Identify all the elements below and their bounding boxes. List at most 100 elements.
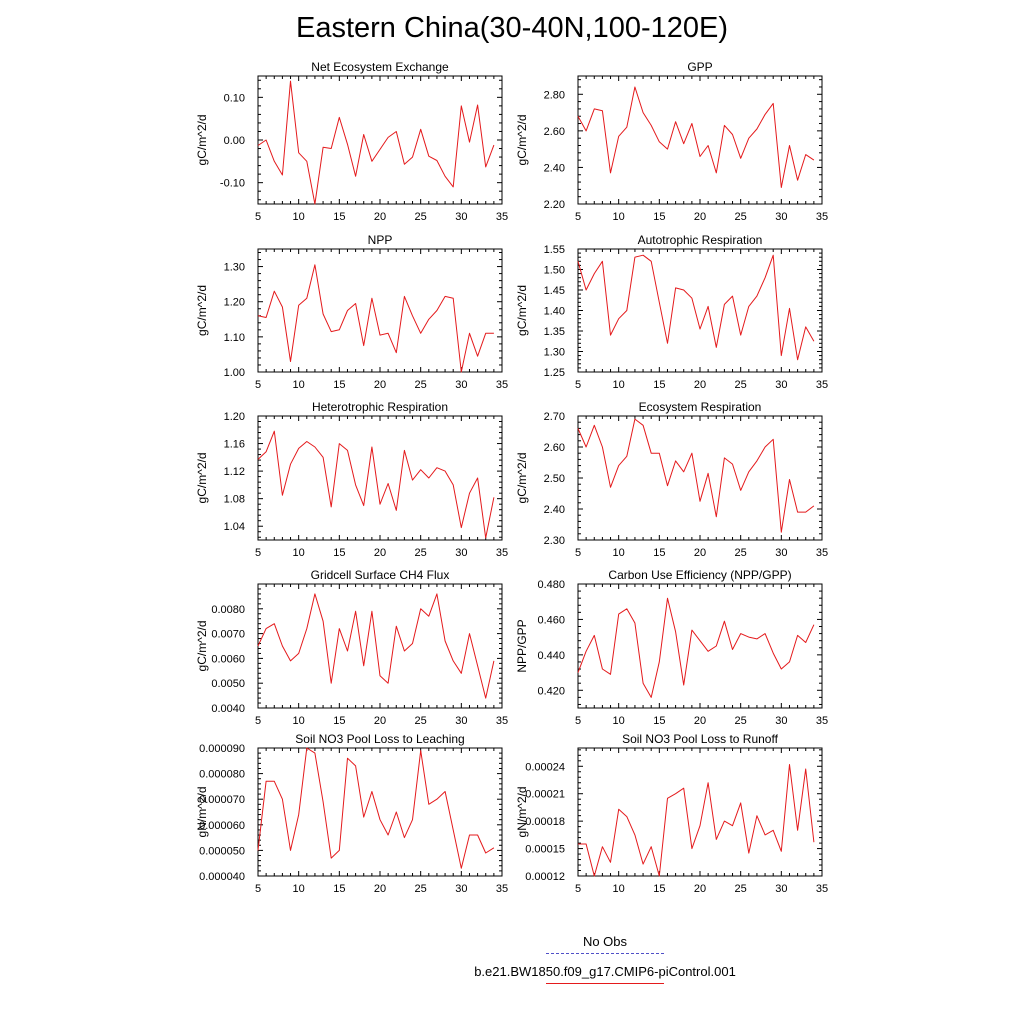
y-tick-label: 0.0050	[211, 678, 245, 690]
y-tick-label: 1.20	[224, 411, 245, 423]
y-tick-label: 2.50	[544, 473, 565, 485]
chart-panel-2: NPP gC/m^2/d 5 10 15 20 25 30 35 1.00 1.10 1.20 1.30	[195, 233, 508, 391]
y-tick-label: 0.00018	[525, 816, 565, 828]
y-tick-label: 1.25	[544, 367, 565, 379]
y-tick-label: 1.12	[224, 466, 245, 478]
panel-title: Heterotrophic Respiration	[312, 400, 448, 414]
series-line	[577, 597, 815, 698]
x-tick-label: 35	[496, 883, 508, 895]
series-line	[577, 254, 815, 361]
y-tick-label: 0.420	[537, 685, 565, 697]
x-tick-label: 20	[374, 883, 386, 895]
y-tick-label: 1.00	[224, 367, 245, 379]
x-tick-label: 25	[735, 547, 747, 559]
x-tick-label: 25	[735, 883, 747, 895]
x-tick-label: 25	[735, 379, 747, 391]
y-tick-label: 1.10	[224, 332, 245, 344]
y-tick-label: 0.000050	[199, 845, 245, 857]
x-tick-label: 35	[496, 715, 508, 727]
y-axis-label: gN/m^2/d	[515, 787, 529, 838]
y-axis-label: gN/m^2/d	[195, 787, 209, 838]
y-tick-label: 0.00024	[525, 761, 565, 773]
x-tick-label: 5	[575, 211, 581, 223]
y-tick-label: 0.00012	[525, 871, 565, 883]
y-tick-label: 0.10	[224, 92, 245, 104]
x-tick-label: 10	[613, 547, 625, 559]
series-line	[257, 264, 494, 373]
y-tick-label: 0.00021	[525, 789, 565, 801]
y-tick-label: 0.0060	[211, 653, 245, 665]
legend-swatch-obs	[546, 953, 664, 954]
x-tick-label: 20	[694, 211, 706, 223]
legend-label-obs: No Obs	[582, 934, 628, 949]
x-tick-label: 30	[455, 211, 467, 223]
x-tick-label: 35	[816, 883, 828, 895]
panel-title: Ecosystem Respiration	[639, 400, 762, 414]
series-line	[577, 86, 815, 188]
x-tick-label: 15	[333, 715, 345, 727]
x-tick-label: 5	[255, 547, 261, 559]
x-tick-label: 25	[415, 379, 427, 391]
panel-title: GPP	[687, 60, 712, 74]
x-tick-label: 10	[613, 883, 625, 895]
x-tick-label: 20	[694, 715, 706, 727]
plot-frame	[577, 75, 823, 205]
y-tick-label: 1.40	[544, 306, 565, 318]
x-tick-label: 15	[653, 715, 665, 727]
legend-label-model: b.e21.BW1850.f09_g17.CMIP6-piControl.001	[474, 964, 736, 979]
y-tick-label: 2.40	[544, 504, 565, 516]
panel-title: Soil NO3 Pool Loss to Leaching	[295, 732, 464, 746]
y-tick-label: 0.0080	[211, 604, 245, 616]
plot-frame	[257, 75, 503, 205]
series-line	[257, 593, 495, 699]
panel-title: NPP	[368, 233, 393, 247]
x-tick-label: 20	[694, 547, 706, 559]
y-tick-label: -0.10	[220, 178, 245, 190]
panel-title: Net Ecosystem Exchange	[311, 60, 449, 74]
chart-panel-1: GPP gC/m^2/d 5 10 15 20 25 30 35 2.20 2.40 2.60 2.80	[515, 60, 828, 223]
x-tick-label: 20	[374, 379, 386, 391]
x-tick-label: 15	[653, 547, 665, 559]
y-tick-label: 0.0070	[211, 629, 245, 641]
y-tick-label: 2.30	[544, 535, 565, 547]
x-tick-label: 20	[374, 547, 386, 559]
x-tick-label: 10	[293, 379, 305, 391]
y-tick-label: 1.08	[224, 494, 245, 506]
series-line	[257, 747, 495, 869]
plot-frame	[257, 583, 503, 709]
panel-title: Soil NO3 Pool Loss to Runoff	[622, 732, 779, 746]
chart-panel-7: Carbon Use Efficiency (NPP/GPP) NPP/GPP 5 1…	[515, 568, 828, 727]
x-tick-label: 10	[613, 715, 625, 727]
x-tick-label: 10	[293, 883, 305, 895]
x-tick-label: 35	[496, 547, 508, 559]
y-axis-label: gC/m^2/d	[515, 115, 529, 166]
y-tick-label: 1.55	[544, 244, 565, 256]
series-line	[577, 418, 815, 533]
figure-title: Eastern China(30-40N,100-120E)	[295, 12, 729, 44]
x-tick-label: 5	[255, 211, 261, 223]
y-tick-label: 1.35	[544, 326, 565, 338]
chart-panel-6: Gridcell Surface CH4 Flux gC/m^2/d 5 10 15 20…	[195, 568, 508, 727]
y-tick-label: 1.45	[544, 285, 565, 297]
legend-entry-model: b.e21.BW1850.f09_g17.CMIP6-piControl.001	[420, 960, 800, 990]
y-tick-label: 0.000070	[199, 794, 245, 806]
plot-frame	[577, 248, 823, 373]
x-tick-label: 15	[333, 379, 345, 391]
x-tick-label: 5	[575, 715, 581, 727]
x-tick-label: 30	[775, 379, 787, 391]
x-tick-label: 20	[374, 211, 386, 223]
plot-frame	[257, 415, 503, 541]
y-tick-label: 1.30	[224, 262, 245, 274]
y-axis-label: gC/m^2/d	[195, 285, 209, 336]
chart-panel-5: Ecosystem Respiration gC/m^2/d 5 10 15 20 25 30…	[515, 400, 828, 559]
series-line	[257, 430, 495, 539]
chart-panel-0: Net Ecosystem Exchange gC/m^2/d 5 10 15 20 25 3…	[195, 60, 508, 223]
x-tick-label: 20	[374, 715, 386, 727]
x-tick-label: 20	[694, 883, 706, 895]
y-tick-label: 0.460	[537, 614, 565, 626]
chart-panel-3: Autotrophic Respiration gC/m^2/d 5 10 15 20 25…	[515, 233, 828, 391]
y-tick-label: 0.0040	[211, 703, 245, 715]
y-tick-label: 0.480	[537, 579, 565, 591]
y-tick-label: 1.30	[544, 347, 565, 359]
